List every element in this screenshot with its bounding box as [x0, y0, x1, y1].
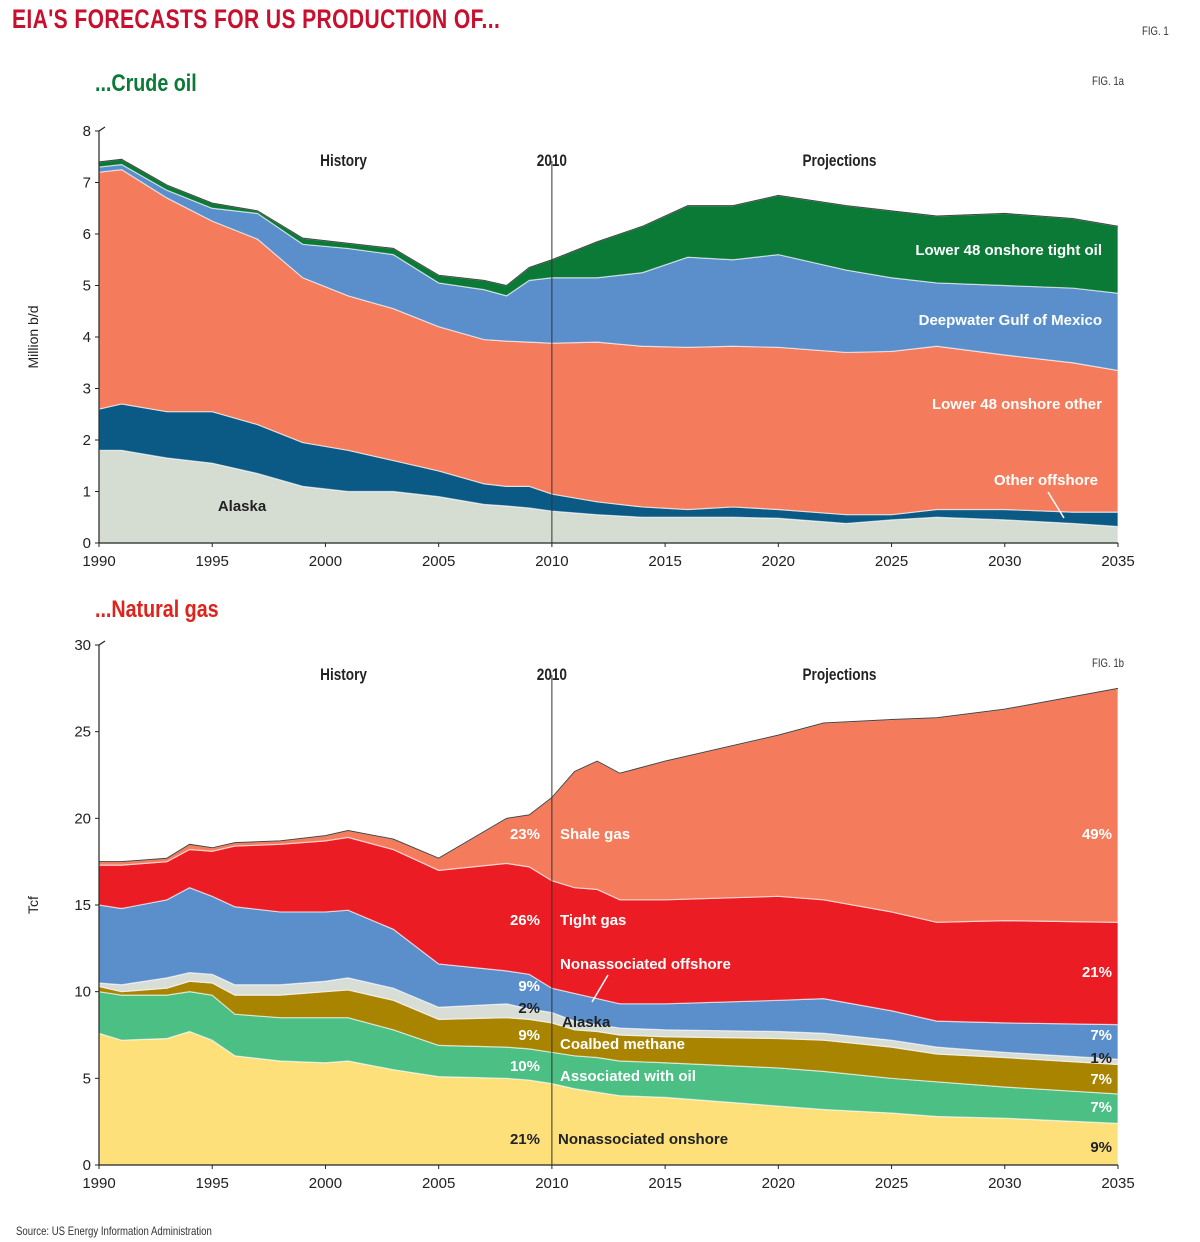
x-tick-label: 2015: [648, 1175, 681, 1192]
x-tick-label: 2030: [988, 1175, 1021, 1192]
x-tick-label: 2010: [535, 553, 568, 570]
y-axis-cap: [98, 126, 106, 132]
divider-label: 2010: [537, 666, 567, 685]
share-2009-label: 2%: [518, 1000, 540, 1017]
share-2035-label: 1%: [1090, 1050, 1112, 1067]
total-outline: [99, 687, 1119, 863]
history-label: History: [320, 666, 367, 685]
x-tick-label: 2025: [875, 1175, 908, 1192]
share-2009-label: 9%: [518, 1027, 540, 1044]
share-2009-label: 10%: [510, 1058, 540, 1075]
other-offshore-leader: [1047, 491, 1065, 519]
x-tick-label: 2005: [422, 553, 455, 570]
divider-label: 2010: [537, 152, 567, 171]
x-tick-label: 2015: [648, 553, 681, 570]
source-note: Source: US Energy Information Administra…: [16, 1224, 212, 1238]
series-label: Associated with oil: [560, 1068, 696, 1085]
crude-oil-title: ...Crude oil: [95, 70, 197, 97]
natural-gas-title: ...Natural gas: [95, 596, 219, 623]
series-label: Other offshore: [994, 472, 1098, 489]
share-2035-label: 7%: [1090, 1071, 1112, 1088]
y-tick-label: 0: [83, 535, 91, 552]
series-label: Nonassociated onshore: [558, 1131, 728, 1148]
y-axis-cap: [98, 640, 106, 646]
y-axis-label: Million b/d: [25, 305, 41, 368]
history-label: History: [320, 152, 367, 171]
y-tick-label: 4: [83, 329, 91, 346]
series-label: Lower 48 onshore tight oil: [915, 242, 1102, 259]
x-tick-label: 2020: [762, 553, 795, 570]
share-2009-label: 9%: [518, 978, 540, 995]
y-tick-label: 5: [83, 1070, 91, 1087]
y-tick-label: 5: [83, 278, 91, 295]
x-tick-label: 2035: [1101, 1175, 1134, 1192]
series-label: Lower 48 onshore other: [932, 396, 1102, 413]
share-2009-label: 21%: [510, 1131, 540, 1148]
x-tick-label: 1995: [196, 1175, 229, 1192]
y-tick-label: 30: [74, 637, 91, 654]
x-tick-label: 2030: [988, 553, 1021, 570]
series-label: Shale gas: [560, 826, 630, 843]
x-tick-label: 2020: [762, 1175, 795, 1192]
y-tick-label: 7: [83, 175, 91, 192]
series-label: Tight gas: [560, 912, 626, 929]
y-tick-label: 6: [83, 226, 91, 243]
share-2035-label: 7%: [1090, 1027, 1112, 1044]
x-tick-label: 2025: [875, 553, 908, 570]
x-tick-label: 2010: [535, 1175, 568, 1192]
x-tick-label: 2035: [1101, 553, 1134, 570]
projections-label: Projections: [802, 152, 876, 171]
series-label: Coalbed methane: [560, 1036, 685, 1053]
main-title: EIA'S FORECASTS FOR US PRODUCTION OF...: [12, 4, 501, 34]
y-tick-label: 2: [83, 432, 91, 449]
fig-1b-label: FIG. 1b: [1092, 656, 1125, 670]
share-2009-label: 23%: [510, 826, 540, 843]
x-tick-label: 2000: [309, 1175, 342, 1192]
y-axis-label: Tcf: [25, 896, 41, 914]
y-tick-label: 1: [83, 484, 91, 501]
series-label: Deepwater Gulf of Mexico: [919, 312, 1102, 329]
series-label: Alaska: [218, 498, 267, 515]
x-tick-label: 1990: [82, 553, 115, 570]
y-tick-label: 15: [74, 897, 91, 914]
share-2035-label: 9%: [1090, 1139, 1112, 1156]
x-tick-label: 2000: [309, 553, 342, 570]
x-tick-label: 1990: [82, 1175, 115, 1192]
share-2035-label: 21%: [1082, 964, 1112, 981]
nonassociated-offshore-leader: [591, 974, 609, 1003]
y-tick-label: 3: [83, 381, 91, 398]
series-label: Nonassociated offshore: [560, 956, 731, 973]
y-tick-label: 0: [83, 1157, 91, 1174]
series-label: Alaska: [562, 1014, 611, 1031]
x-tick-label: 2005: [422, 1175, 455, 1192]
y-tick-label: 10: [74, 984, 91, 1001]
x-tick-label: 1995: [196, 553, 229, 570]
share-2009-label: 26%: [510, 912, 540, 929]
fig-label: FIG. 1: [1142, 24, 1169, 38]
projections-label: Projections: [802, 666, 876, 685]
total-outline: [98, 158, 1119, 287]
y-tick-label: 25: [74, 724, 91, 741]
fig-1a-label: FIG. 1a: [1092, 74, 1125, 88]
y-tick-label: 8: [83, 123, 91, 140]
share-2035-label: 7%: [1090, 1099, 1112, 1116]
y-tick-label: 20: [74, 810, 91, 827]
share-2035-label: 49%: [1082, 826, 1112, 843]
